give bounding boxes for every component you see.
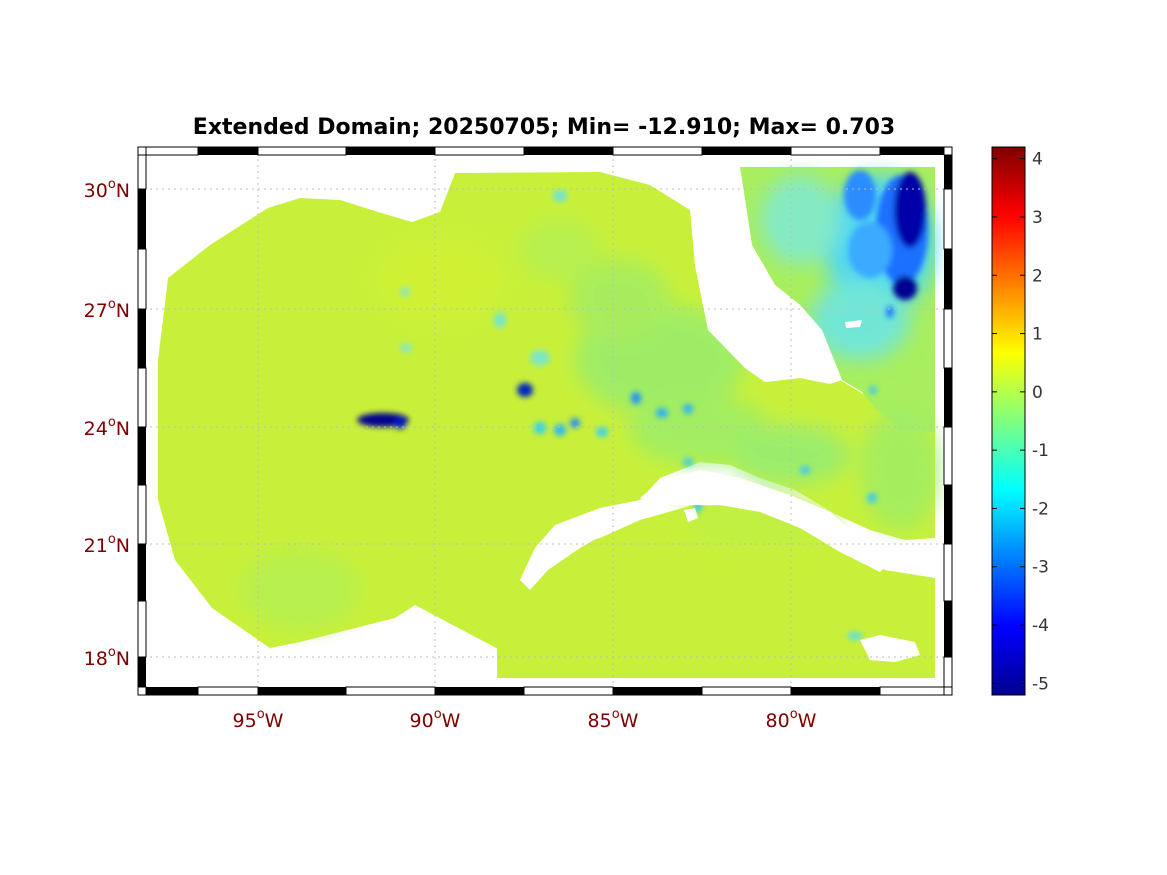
degree-symbol: o — [108, 645, 116, 660]
lat-tick-labels: 30oN 27oN 24oN 21oN 18oN — [84, 177, 130, 670]
colorbar-gradient — [991, 146, 1026, 696]
degree-symbol: o — [257, 707, 265, 722]
lat-tick-label: 21oN — [84, 532, 130, 557]
lon-tick-label: 90oW — [410, 707, 461, 732]
colorbar-tick-label: -3 — [1032, 558, 1049, 578]
ocean-field — [158, 167, 940, 678]
degree-symbol: o — [108, 297, 116, 312]
small-island — [684, 508, 698, 522]
colorbar-tick-label: -2 — [1032, 499, 1049, 519]
yucatan-land — [520, 510, 640, 590]
colorbar-tick-label: -1 — [1032, 441, 1049, 461]
degree-symbol: o — [790, 707, 798, 722]
lat-tick-label: 30oN — [84, 177, 130, 202]
cuba-land — [640, 470, 892, 572]
degree-symbol: o — [434, 707, 442, 722]
colorbar-ticks: 4 3 2 1 0 -1 -2 -3 -4 -5 — [992, 150, 1049, 694]
degree-symbol: o — [612, 707, 620, 722]
degree-symbol: o — [108, 415, 116, 430]
graticule — [138, 147, 952, 695]
florida-land — [692, 167, 842, 384]
map-title: Extended Domain; 20250705; Min= -12.910;… — [193, 115, 895, 140]
lon-tick-labels: 95oW 90oW 85oW 80oW — [233, 707, 817, 732]
lon-tick-label: 80oW — [766, 707, 817, 732]
caribbean-field — [497, 505, 935, 678]
lat-tick-label: 27oN — [84, 297, 130, 322]
colorbar-tick-label: 1 — [1032, 325, 1043, 345]
lon-tick-label: 85oW — [588, 707, 639, 732]
degree-symbol: o — [108, 177, 116, 192]
colorbar: 4 3 2 1 0 -1 -2 -3 -4 -5 — [991, 146, 1049, 696]
colorbar-tick-label: 2 — [1032, 266, 1043, 286]
land-mask — [520, 167, 920, 662]
hispaniola-land — [860, 635, 920, 662]
degree-symbol: o — [108, 532, 116, 547]
colorbar-tick-label: -4 — [1032, 616, 1049, 636]
lon-tick-label: 95oW — [233, 707, 284, 732]
bahamas-land — [845, 320, 862, 328]
gulf-of-mexico-field — [158, 172, 935, 650]
colorbar-tick-label: 4 — [1032, 150, 1043, 170]
lat-tick-label: 24oN — [84, 415, 130, 440]
colorbar-tick-label: 0 — [1032, 383, 1043, 403]
lat-tick-label: 18oN — [84, 645, 130, 670]
colorbar-tick-label: -5 — [1032, 674, 1049, 694]
colorbar-tick-label: 3 — [1032, 208, 1043, 228]
map-frame — [137, 146, 953, 696]
